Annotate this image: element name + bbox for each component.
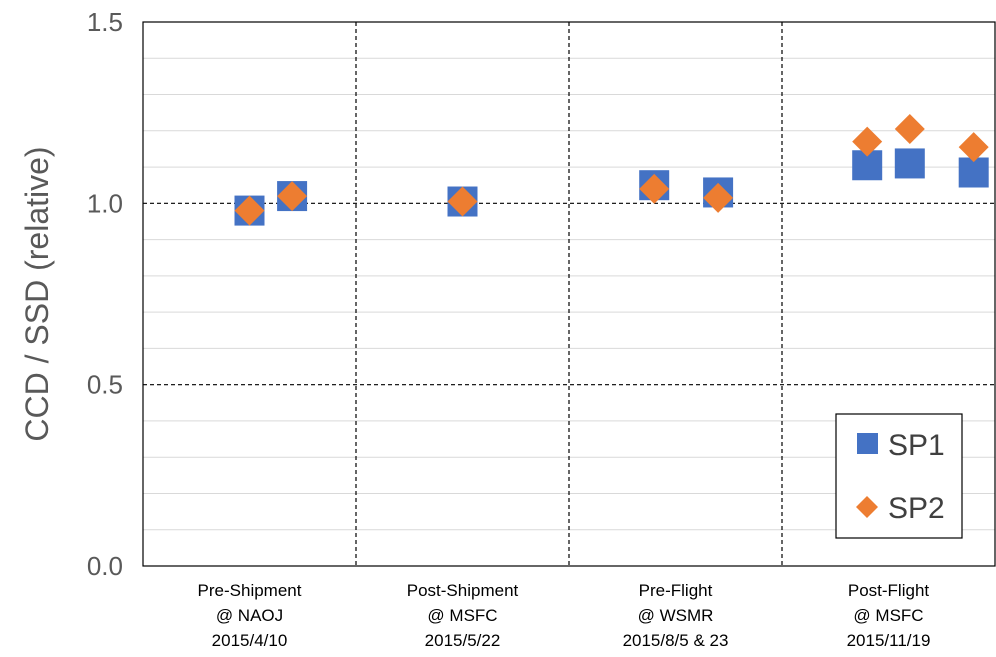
x-tick-label: Post-Flight bbox=[848, 581, 930, 600]
legend-label-sp1: SP1 bbox=[888, 429, 945, 462]
sp2-point bbox=[639, 173, 670, 204]
x-tick-label: @ MSFC bbox=[853, 606, 923, 625]
x-tick-label: Post-Shipment bbox=[407, 581, 519, 600]
legend: SP1 SP2 bbox=[835, 413, 963, 539]
y-axis-label: CCD / SSD (relative) bbox=[19, 146, 55, 441]
plot-frame bbox=[142, 21, 996, 567]
sp2-point bbox=[703, 182, 734, 213]
sp2-point bbox=[277, 181, 308, 212]
legend-marker-sp2 bbox=[856, 496, 878, 518]
x-tick-label: @ MSFC bbox=[427, 606, 497, 625]
sp2-point bbox=[958, 132, 989, 163]
sp2-point bbox=[234, 195, 265, 226]
y-tick-label: 0.5 bbox=[87, 370, 123, 400]
legend-label-sp2: SP2 bbox=[888, 492, 945, 525]
y-tick-label: 0.0 bbox=[87, 551, 123, 581]
y-tick-label: 1.5 bbox=[87, 7, 123, 37]
x-tick-label: 2015/4/10 bbox=[212, 631, 288, 650]
x-tick-label: @ WSMR bbox=[638, 606, 714, 625]
x-tick-label: Pre-Shipment bbox=[198, 581, 302, 600]
sp2-point bbox=[447, 186, 478, 217]
x-tick-label: 2015/5/22 bbox=[425, 631, 501, 650]
y-tick-label: 1.0 bbox=[87, 188, 123, 218]
x-tick-label: 2015/11/19 bbox=[847, 631, 931, 650]
points-layer bbox=[234, 113, 989, 226]
sp2-point bbox=[852, 126, 883, 157]
ticks-layer: 0.0 0.5 1.0 1.5 Pre-Shipment @ NAOJ 2015/4/10 P… bbox=[87, 7, 931, 650]
x-tick-label: @ NAOJ bbox=[216, 606, 283, 625]
x-tick-label: Pre-Flight bbox=[639, 581, 713, 600]
x-tick-label: 2015/8/5 & 23 bbox=[623, 631, 729, 650]
legend-marker-sp1 bbox=[857, 433, 878, 454]
sp1-point bbox=[958, 157, 989, 188]
sp2-point bbox=[894, 113, 925, 144]
sp1-point bbox=[894, 148, 925, 179]
